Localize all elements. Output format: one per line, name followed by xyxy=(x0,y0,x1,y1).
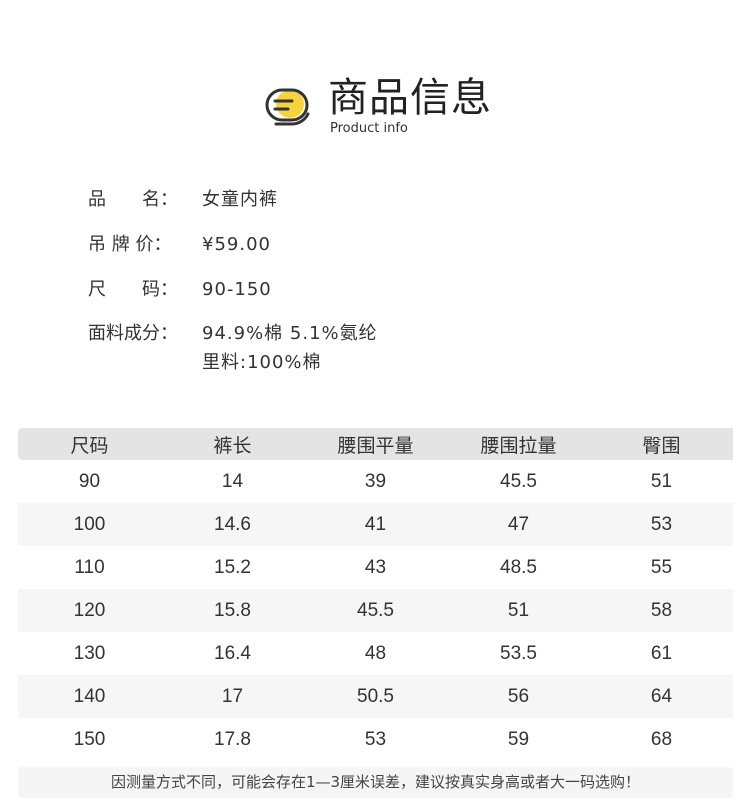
table-cell: 45.5 xyxy=(500,470,537,492)
info-value: 94.9%棉 5.1%氨纶 xyxy=(202,323,378,344)
table-cell: 58 xyxy=(590,589,733,632)
page-title: 商品信息 xyxy=(328,75,492,121)
measurement-note: 因测量方式不同，可能会存在1—3厘米误差，建议按真实身高或者大一码选购！ xyxy=(18,767,733,798)
table-cell: 150 xyxy=(73,728,106,750)
size-table: 尺码 裤长 腰围平量 腰围拉量 臀围 90 14 39 45.5 51 100 14.6 41 47 53… xyxy=(18,428,733,761)
table-cell: 59 xyxy=(507,728,530,750)
table-cell: 15.8 xyxy=(161,589,304,632)
table-row: 150 17.8 53 59 68 xyxy=(18,718,733,761)
table-body: 90 14 39 45.5 51 100 14.6 41 47 53 110 15.2 43 48.5 55… xyxy=(18,460,733,761)
info-label: 面料成分： xyxy=(88,323,178,344)
table-cell: 45.5 xyxy=(304,589,447,632)
table-cell: 53 xyxy=(590,503,733,546)
column-header: 尺码 xyxy=(18,428,161,460)
table-cell: 90 xyxy=(78,470,101,492)
column-header: 腰围拉量 xyxy=(447,428,590,460)
table-cell: 39 xyxy=(364,470,387,492)
table-cell: 14 xyxy=(221,470,244,492)
info-value-lining: 里料:100%棉 xyxy=(202,352,322,373)
table-cell: 55 xyxy=(650,556,673,578)
table-cell: 61 xyxy=(650,642,673,664)
table-cell: 110 xyxy=(74,556,105,578)
table-cell: 14.6 xyxy=(161,503,304,546)
column-header: 裤长 xyxy=(161,428,304,460)
table-row: 120 15.8 45.5 51 58 xyxy=(18,589,733,632)
table-header: 尺码 裤长 腰围平量 腰围拉量 臀围 xyxy=(18,428,733,460)
table-cell: 140 xyxy=(18,675,161,718)
table-cell: 17 xyxy=(161,675,304,718)
table-row: 100 14.6 41 47 53 xyxy=(18,503,733,546)
info-value: ¥59.00 xyxy=(202,234,271,255)
table-cell: 53 xyxy=(364,728,387,750)
table-row: 110 15.2 43 48.5 55 xyxy=(18,546,733,589)
table-row: 130 16.4 48 53.5 61 xyxy=(18,632,733,675)
column-header: 腰围平量 xyxy=(304,428,447,460)
info-value: 女童内裤 xyxy=(202,189,278,210)
table-cell: 100 xyxy=(18,503,161,546)
table-cell: 17.8 xyxy=(214,728,251,750)
table-cell: 15.2 xyxy=(214,556,251,578)
table-cell: 53.5 xyxy=(500,642,537,664)
info-label: 吊 牌 价： xyxy=(88,234,172,255)
table-row: 140 17 50.5 56 64 xyxy=(18,675,733,718)
table-cell: 48.5 xyxy=(500,556,537,578)
table-cell: 50.5 xyxy=(304,675,447,718)
info-label: 尺 码： xyxy=(88,279,178,300)
column-header: 臀围 xyxy=(590,428,733,460)
table-cell: 47 xyxy=(447,503,590,546)
table-cell: 56 xyxy=(447,675,590,718)
table-row: 90 14 39 45.5 51 xyxy=(18,460,733,503)
document-list-icon xyxy=(265,88,310,126)
info-value: 90-150 xyxy=(202,279,272,300)
table-cell: 51 xyxy=(650,470,673,492)
table-cell: 120 xyxy=(18,589,161,632)
page-subtitle: Product info xyxy=(330,121,408,136)
table-cell: 64 xyxy=(590,675,733,718)
table-cell: 41 xyxy=(304,503,447,546)
info-label: 品 名： xyxy=(88,189,178,210)
table-cell: 130 xyxy=(73,642,106,664)
table-cell: 43 xyxy=(364,556,387,578)
table-cell: 68 xyxy=(650,728,673,750)
table-cell: 51 xyxy=(447,589,590,632)
table-cell: 16.4 xyxy=(214,642,251,664)
table-cell: 48 xyxy=(364,642,387,664)
